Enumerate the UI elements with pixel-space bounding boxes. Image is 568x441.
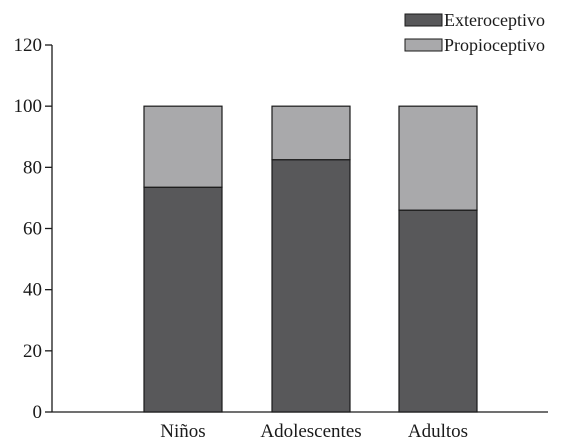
y-tick-label: 80 xyxy=(23,157,42,178)
bars xyxy=(143,105,478,413)
bar-ni-os-series-0 xyxy=(143,186,223,413)
x-tick-label: Niños xyxy=(160,421,205,441)
y-axis: 0 20 40 60 80 100 120 xyxy=(14,35,53,423)
x-tick-label: Adultos xyxy=(408,421,468,441)
y-tick-label: 60 xyxy=(23,219,42,240)
bar-adultos-series-1 xyxy=(398,105,478,211)
legend-swatch xyxy=(404,13,443,27)
legend-swatch xyxy=(404,38,443,52)
y-tick-label: 0 xyxy=(33,402,43,423)
bar-ni-os-series-1 xyxy=(143,105,223,188)
y-ticks: 0 20 40 60 80 100 120 xyxy=(14,35,52,423)
bar-adolescentes-series-1 xyxy=(271,105,351,161)
y-tick-label: 40 xyxy=(23,280,42,301)
bar-adultos-series-0 xyxy=(398,209,478,413)
legend: Exteroceptivo Propioceptivo xyxy=(404,10,545,55)
y-tick-label: 20 xyxy=(23,341,42,362)
y-tick-label: 120 xyxy=(14,35,43,56)
bar-adolescentes-series-0 xyxy=(271,159,351,413)
y-tick-label: 100 xyxy=(14,96,43,117)
x-tick-label: Adolescentes xyxy=(260,421,361,441)
x-tick-labels: Niños Adolescentes Adultos xyxy=(160,421,468,441)
legend-label: Propioceptivo xyxy=(444,35,545,55)
x-axis: Niños Adolescentes Adultos xyxy=(52,411,548,441)
legend-label: Exteroceptivo xyxy=(444,10,545,30)
